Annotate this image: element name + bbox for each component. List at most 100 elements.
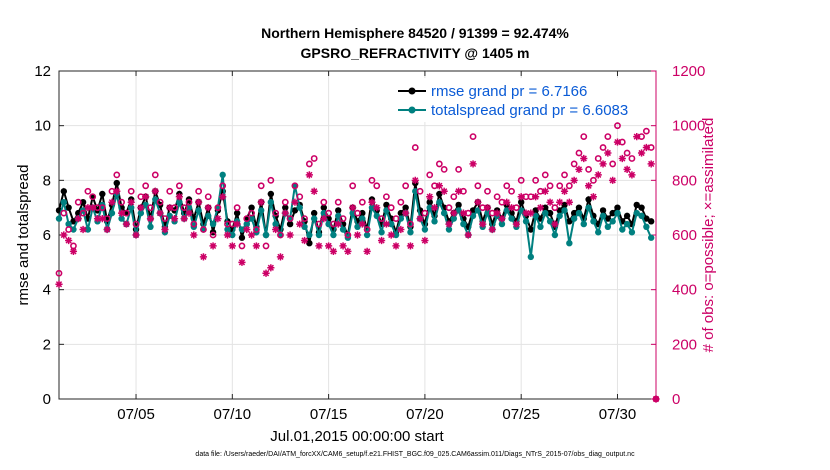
possible-obs-marker [387,204,395,212]
assimilated-obs-marker [344,247,352,255]
possible-obs-marker [209,231,217,239]
assimilated-obs-marker [204,204,212,212]
assimilated-obs-marker [325,242,333,250]
data-point [599,212,607,220]
possible-obs-marker [252,226,260,233]
data-point [258,207,265,214]
data-point [527,226,535,233]
possible-obs-marker [233,204,241,212]
data-point [392,231,400,239]
assimilated-obs-marker [459,209,468,217]
possible-obs-marker [599,144,607,151]
data-point [359,215,366,222]
data-point [238,226,246,233]
assimilated-obs-marker [286,231,294,239]
possible-obs-marker [378,215,385,222]
data-point [623,220,631,228]
y-left-tick-label: 10 [34,118,51,135]
possible-obs-marker [570,160,578,168]
assimilated-obs-marker [170,215,179,223]
assimilated-obs-marker [387,231,395,239]
data-point [643,215,650,222]
data-point [296,204,303,211]
assimilated-obs-marker [358,220,366,228]
data-point [267,199,275,206]
possible-obs-marker [310,155,318,162]
data-point [282,204,289,211]
possible-obs-marker [142,182,150,190]
possible-obs-marker [185,198,193,206]
assimilated-obs-marker [122,220,131,228]
possible-obs-marker [281,198,289,206]
data-point [599,207,607,214]
assimilated-obs-marker [89,204,97,212]
data-point [585,204,592,211]
possible-obs-marker [147,204,154,212]
data-point [60,199,68,206]
data-point [79,199,87,206]
data-point [575,209,583,217]
possible-obs-marker [382,193,390,201]
data-point [609,209,616,217]
y-right-tick-label: 1000 [672,118,705,135]
assimilated-obs-marker [180,215,188,223]
assimilated-obs-marker [435,182,443,190]
assimilated-obs-marker [430,204,439,212]
data-point [233,209,241,217]
assimilated-obs-marker [69,247,78,255]
x-axis: 07/05 07/10 07/15 07/20 07/25 07/30 [117,71,636,423]
data-point [638,204,645,211]
assimilated-obs-marker [310,187,318,195]
possible-obs-marker [161,215,169,222]
assimilated-obs-marker [623,165,631,173]
y-left-tick-label: 12 [34,63,51,80]
assimilated-obs-marker [305,171,313,179]
assimilated-obs-marker [291,198,299,206]
possible-obs-marker [435,160,443,168]
possible-obs-marker [190,220,198,228]
assimilated-obs-marker [214,215,222,223]
data-point [128,204,135,211]
possible-obs-marker [474,182,482,190]
possible-obs-marker [175,182,183,190]
data-point [306,240,313,247]
data-point [166,212,173,220]
x-tick-label: 07/05 [117,406,155,423]
data-point [243,220,250,228]
assimilated-obs-marker [185,209,193,217]
legend-box [393,78,653,122]
data-point [137,209,145,217]
y-right-tick-label: 600 [672,227,697,244]
assimilated-obs-marker [243,225,251,234]
x-tick-label: 07/25 [502,406,540,423]
right-y-axis-label: # of obs: o=possible; ×=assimilated [700,118,717,353]
y-right-tick-label: 200 [672,336,697,353]
data-point [330,231,337,239]
possible-obs-marker [594,155,602,162]
data-point [570,215,578,222]
assimilated-obs-marker [349,204,357,212]
data-point [619,226,626,233]
assimilated-obs-marker [199,253,208,261]
series-layer [55,111,660,403]
y-right-tick-label: 0 [672,391,680,408]
data-point [55,215,63,222]
assimilated-obs-marker [142,193,150,201]
right-y-axis: 0 200 400 600 800 1000 1200 [651,63,705,408]
data-point [474,207,482,214]
assimilated-obs-marker [65,236,73,245]
chart-title-line-1: Northern Hemisphere 84520 / 91399 = 92.4… [261,25,569,41]
possible-obs-marker [305,160,313,168]
assimilated-obs-marker [604,149,612,157]
possible-obs-marker [368,176,376,184]
data-point [335,207,342,214]
data-point [532,207,539,214]
possible-obs-marker [445,204,453,212]
assimilated-obs-marker [353,231,362,239]
assimilated-obs-marker [613,138,622,146]
data-point [402,204,409,211]
assimilated-obs-marker [570,176,578,184]
data-point [108,209,116,217]
data-point [426,204,433,211]
assimilated-obs-marker [161,225,169,234]
